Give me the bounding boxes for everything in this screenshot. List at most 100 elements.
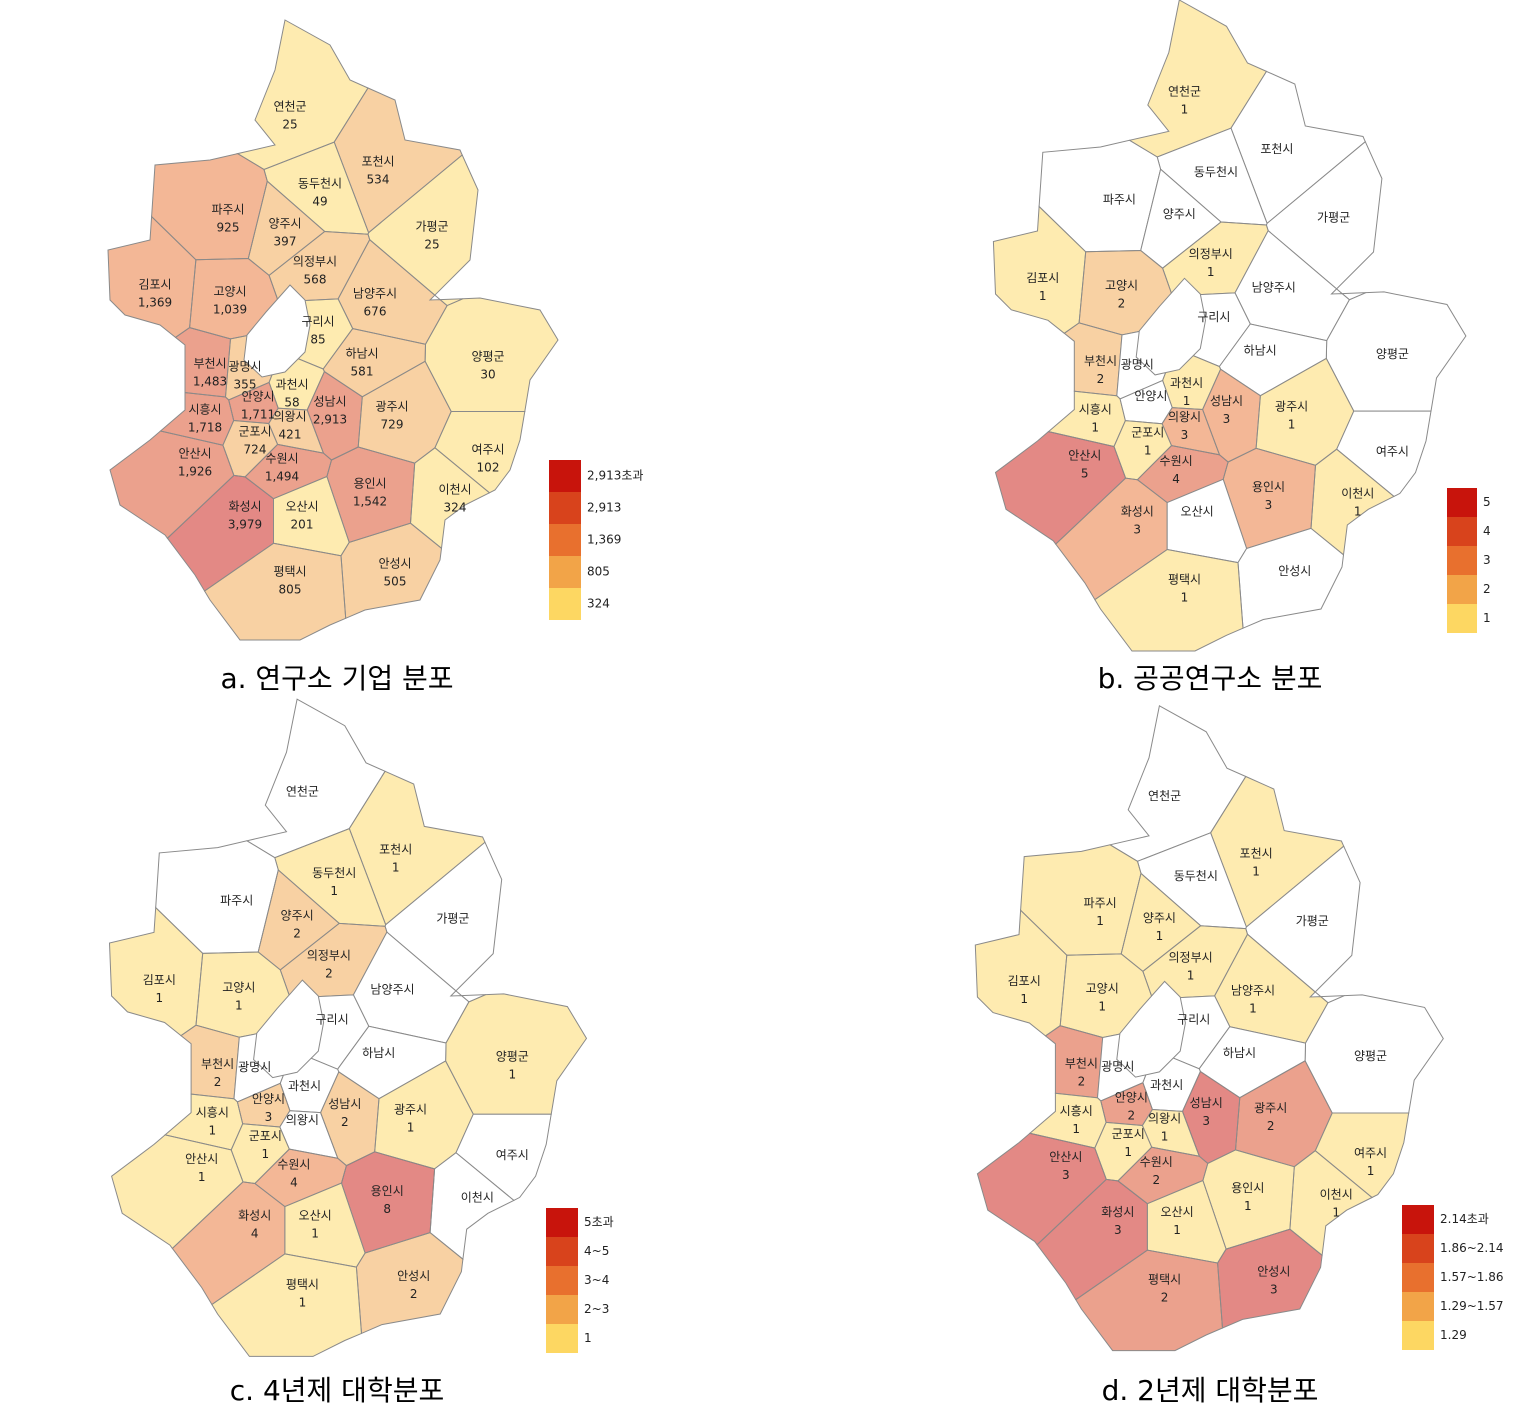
legend-swatch [546,1324,578,1353]
region-name: 동두천시 [298,176,342,191]
region-name: 수원시 [1160,454,1193,468]
region-name: 오산시 [285,500,318,514]
region-value: 534 [367,173,390,187]
region-value: 1 [208,1124,216,1138]
legend-swatch [549,524,581,556]
legend-swatch [1447,604,1477,633]
region-value: 1 [1187,968,1195,982]
region-value: 25 [424,238,439,252]
region-value: 1 [235,999,243,1013]
legend-label: 2~3 [584,1302,609,1316]
legend-label: 1,369 [587,533,621,547]
region-name: 의정부시 [293,255,337,269]
region-name: 용인시 [1231,1181,1264,1195]
region-name: 남양주시 [370,983,414,997]
legend-label: 324 [587,597,610,611]
region-value: 58 [284,396,299,410]
legend-label: 2,913 [587,501,621,515]
region-name: 군포시 [1131,426,1164,440]
region-value: 1 [1249,1002,1257,1016]
region-name: 시흥시 [188,403,221,417]
legend-label: 1 [1483,611,1491,625]
map-title: c. 4년제 대학분포 [230,1374,444,1407]
region-name: 과천시 [288,1078,321,1093]
legend-label: 3~4 [584,1273,609,1287]
region-name: 남양주시 [1231,984,1275,998]
region [1314,1112,1410,1199]
region-name: 동두천시 [1174,868,1218,883]
legend-swatch [546,1237,578,1266]
region-name: 성남시 [1210,394,1243,408]
legend-swatch [549,588,581,620]
region-value: 1 [1144,444,1152,458]
region-name: 성남시 [1190,1096,1223,1110]
seoul-area [243,284,311,378]
region-name: 여주시 [1376,444,1409,458]
region-value: 1 [1020,992,1028,1006]
region-name: 파주시 [220,894,253,908]
region-name: 구리시 [316,1012,349,1026]
region-name: 광명시 [1101,1060,1134,1074]
region-name: 가평군 [415,220,448,234]
region-value: 2 [341,1115,349,1129]
legend-swatch [1447,546,1477,575]
region-name: 시흥시 [196,1106,229,1120]
region-name: 군포시 [238,425,271,439]
region-value: 3 [1270,1282,1278,1296]
region-name: 고양시 [1086,982,1119,996]
seoul-area [1116,980,1186,1078]
region-name: 안양시 [241,390,274,404]
region-name: 수원시 [277,1158,310,1172]
region-name: 남양주시 [353,287,397,301]
region [434,411,526,494]
region-name: 연천군 [273,99,306,114]
region-value: 85 [310,333,325,347]
region-name: 의정부시 [307,949,351,963]
region-value: 1 [392,861,400,875]
region-value: 1 [1161,1130,1169,1144]
region-name: 광주시 [1254,1101,1287,1115]
region-name: 과천시 [1150,1077,1183,1092]
region [994,431,1127,545]
region-value: 505 [384,575,407,589]
region-value: 568 [304,273,327,287]
region-value: 1,711 [241,408,275,422]
region-name: 의정부시 [1189,247,1233,261]
region-value: 2 [293,926,301,940]
region-value: 25 [282,118,297,132]
region-name: 부천시 [193,356,226,371]
region [203,542,347,641]
region-name: 부천시 [201,1056,234,1071]
region-value: 2 [1152,1173,1160,1187]
region-name: 김포시 [1008,974,1041,988]
region-value: 3 [265,1110,273,1124]
region-name: 광명시 [228,360,261,374]
legend-swatch [546,1295,578,1324]
legend-swatch [546,1266,578,1295]
region-name: 하남시 [1223,1046,1256,1060]
region-name: 오산시 [1161,1205,1194,1219]
legend-swatch [549,492,581,524]
region-name: 용인시 [353,477,386,491]
region-name: 안성시 [1278,564,1311,578]
region-name: 가평군 [1296,914,1329,928]
region-name: 의정부시 [1169,950,1213,964]
region-value: 4 [290,1176,298,1190]
region-name: 구리시 [1197,310,1230,324]
region-name: 동두천시 [312,865,356,880]
region-value: 355 [234,378,257,392]
region-name: 화성시 [228,500,261,514]
region-name: 가평군 [436,912,469,926]
region-value: 3 [1062,1168,1070,1182]
region-value: 3,979 [228,518,262,532]
region-value: 1 [1181,102,1189,116]
region-name: 양평군 [1354,1049,1387,1063]
legend-swatch [1402,1205,1434,1234]
legend-swatch [1402,1234,1434,1263]
region-name: 김포시 [1026,271,1059,285]
region-value: 1 [1091,420,1099,434]
region-name: 화성시 [1101,1205,1134,1219]
region-value: 1,494 [265,470,299,484]
